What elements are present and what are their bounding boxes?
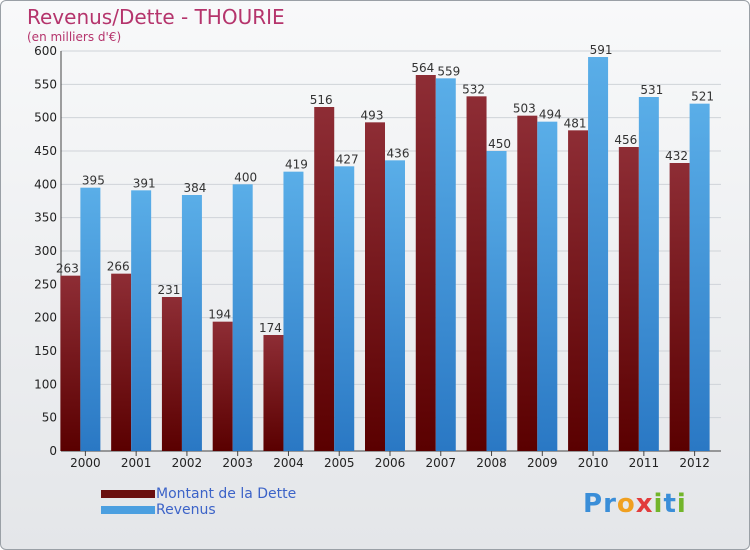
bar-revenus xyxy=(486,151,507,451)
data-label-revenus: 559 xyxy=(437,64,460,78)
data-label-revenus: 531 xyxy=(640,83,663,97)
legend-swatch-debt xyxy=(101,490,155,498)
x-tick-label: 2008 xyxy=(476,456,507,470)
data-label-debt: 481 xyxy=(564,116,587,130)
bar-debt xyxy=(466,96,487,451)
bar-debt xyxy=(517,115,538,452)
bar-revenus xyxy=(232,184,253,452)
logo-letter: x xyxy=(635,489,654,519)
bar-debt xyxy=(161,297,182,451)
data-label-debt: 564 xyxy=(411,61,434,75)
x-tick-label: 2006 xyxy=(375,456,406,470)
data-label-debt: 266 xyxy=(107,260,130,274)
data-label-revenus: 521 xyxy=(691,90,714,104)
bar-revenus xyxy=(283,171,304,451)
logo-letter: P xyxy=(583,489,604,519)
x-tick-label: 2005 xyxy=(324,456,355,470)
x-tick-label: 2007 xyxy=(425,456,456,470)
x-tick-label: 2002 xyxy=(172,456,203,470)
bar-debt xyxy=(669,163,690,451)
data-label-revenus: 450 xyxy=(488,137,511,151)
y-tick-label: 150 xyxy=(34,344,57,358)
data-label-debt: 493 xyxy=(361,108,384,122)
data-label-revenus: 494 xyxy=(539,108,562,122)
y-tick-label: 350 xyxy=(34,211,57,225)
bar-revenus xyxy=(435,78,456,451)
x-tick-label: 2003 xyxy=(222,456,253,470)
x-tick-label: 2011 xyxy=(629,456,660,470)
logo-letter: o xyxy=(616,489,636,519)
data-label-debt: 263 xyxy=(56,262,79,276)
y-tick-label: 500 xyxy=(34,111,57,125)
y-tick-label: 450 xyxy=(34,144,57,158)
chart-subtitle: (en milliers d'€) xyxy=(27,30,122,44)
x-tick-label: 2000 xyxy=(70,456,101,470)
data-label-revenus: 591 xyxy=(590,43,613,57)
bar-revenus xyxy=(334,166,355,452)
data-label-debt: 456 xyxy=(614,133,637,147)
x-tick-label: 2010 xyxy=(578,456,609,470)
bar-debt xyxy=(568,130,589,452)
y-tick-label: 600 xyxy=(34,44,57,58)
bar-revenus xyxy=(80,187,101,451)
x-tick-label: 2004 xyxy=(273,456,304,470)
bar-revenus xyxy=(638,97,659,451)
bar-revenus xyxy=(385,160,405,452)
logo-letter: t xyxy=(663,489,677,519)
bar-debt xyxy=(212,321,233,451)
y-tick-label: 100 xyxy=(34,377,57,391)
x-tick-label: 2012 xyxy=(679,456,710,470)
data-label-revenus: 391 xyxy=(133,176,156,190)
y-tick-label: 400 xyxy=(34,177,57,191)
bar-revenus xyxy=(181,195,202,451)
data-label-revenus: 395 xyxy=(82,174,105,188)
y-tick-label: 250 xyxy=(34,277,57,291)
legend-swatch-revenus xyxy=(101,506,155,514)
bar-debt xyxy=(314,107,335,451)
bar-revenus xyxy=(588,57,609,451)
y-tick-label: 300 xyxy=(34,244,57,258)
bar-debt xyxy=(618,147,639,451)
data-label-debt: 532 xyxy=(462,82,485,96)
data-label-revenus: 400 xyxy=(234,170,257,184)
data-label-revenus: 427 xyxy=(336,152,359,166)
bar-revenus xyxy=(131,190,152,452)
data-label-debt: 432 xyxy=(665,149,688,163)
bar-debt xyxy=(111,273,132,451)
legend-label-debt: Montant de la Dette xyxy=(156,486,297,502)
logo-letter: r xyxy=(603,489,617,519)
logo-letter: i xyxy=(653,489,664,519)
data-label-debt: 503 xyxy=(513,102,536,116)
bar-debt xyxy=(365,122,385,451)
bar-debt xyxy=(415,75,436,451)
bar-debt xyxy=(60,275,81,451)
y-tick-label: 200 xyxy=(34,311,57,325)
bar-revenus xyxy=(689,103,710,452)
x-tick-label: 2001 xyxy=(121,456,152,470)
data-label-revenus: 436 xyxy=(387,146,410,160)
proxiti-logo: Proxiti xyxy=(583,489,687,519)
y-tick-label: 550 xyxy=(34,77,57,91)
data-label-debt: 174 xyxy=(259,321,282,335)
bars xyxy=(60,57,710,452)
y-tick-label: 0 xyxy=(49,444,57,458)
data-label-revenus: 419 xyxy=(285,158,308,172)
x-tick-label: 2009 xyxy=(527,456,558,470)
data-labels: 263 395 266 391 231 384 194 400 174 419 516 427 493 4… xyxy=(56,43,714,335)
bar-debt xyxy=(263,335,284,451)
chart-title: Revenus/Dette - THOURIE xyxy=(27,5,285,29)
data-label-debt: 231 xyxy=(157,283,180,297)
data-label-debt: 194 xyxy=(208,308,231,322)
legend-label-revenus: Revenus xyxy=(156,502,216,518)
data-label-revenus: 384 xyxy=(183,181,206,195)
data-label-debt: 516 xyxy=(310,93,333,107)
bar-revenus xyxy=(537,121,558,452)
logo-letter: i xyxy=(676,489,687,519)
y-tick-label: 50 xyxy=(42,411,57,425)
